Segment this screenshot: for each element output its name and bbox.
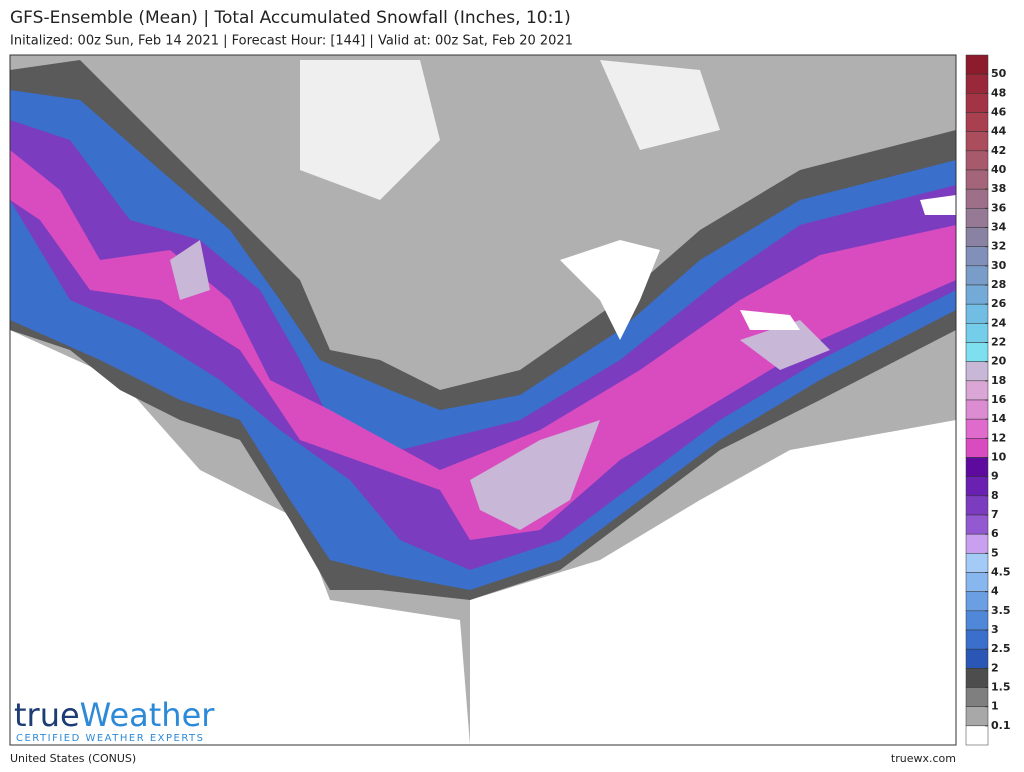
map-frame: [9, 54, 957, 746]
colorbar-swatch: [965, 457, 989, 477]
colorbar-swatch: [965, 495, 989, 516]
colorbar-swatch: [965, 610, 989, 631]
colorbar-label: 44: [991, 125, 1007, 138]
colorbar-label: 14: [991, 412, 1007, 425]
colorbar-swatch: [965, 169, 989, 190]
colorbar-swatch: [965, 514, 989, 535]
no-snow-southeast: [470, 420, 956, 745]
colorbar-label: 4: [991, 585, 999, 598]
colorbar-swatch: [965, 629, 989, 650]
colorbar-swatch: [965, 227, 989, 247]
logo-tagline: CERTIFIED WEATHER EXPERTS: [16, 733, 205, 744]
colorbar-label: 6: [991, 527, 999, 540]
colorbar-label: 12: [991, 431, 1006, 444]
colorbar-label: 50: [991, 67, 1007, 80]
colorbar-label: 4.5: [991, 566, 1011, 579]
colorbar-swatch: [965, 418, 989, 439]
colorbar-swatch: [965, 73, 989, 94]
logo-prefix: true: [14, 696, 80, 734]
colorbar-swatch: [965, 112, 989, 132]
colorbar-label: 38: [991, 182, 1006, 195]
colorbar-label: 46: [991, 106, 1007, 119]
footer-region: United States (CONUS): [10, 752, 136, 765]
map: [10, 55, 956, 745]
colorbar: 5048464442403836343230282624222018161412…: [965, 54, 1011, 746]
colorbar-label: 26: [991, 297, 1007, 310]
colorbar-swatch: [965, 131, 989, 152]
colorbar-label: 42: [991, 144, 1006, 157]
colorbar-label: 16: [991, 393, 1007, 406]
colorbar-swatch: [965, 533, 989, 554]
colorbar-label: 2: [991, 661, 999, 674]
colorbar-label: 9: [991, 470, 999, 483]
title: GFS-Ensemble (Mean) | Total Accumulated …: [10, 8, 571, 28]
colorbar-label: 34: [991, 221, 1007, 234]
colorbar-swatch: [965, 361, 989, 382]
colorbar-swatch: [965, 648, 989, 669]
colorbar-swatch: [965, 476, 989, 497]
colorbar-swatch: [965, 438, 989, 458]
colorbar-label: 20: [991, 355, 1007, 368]
colorbar-label: 5: [991, 546, 999, 559]
colorbar-swatch: [965, 208, 989, 228]
colorbar-swatch: [965, 265, 989, 286]
colorbar-label: 1: [991, 700, 999, 713]
colorbar-label: 2.5: [991, 642, 1011, 655]
colorbar-swatch: [965, 93, 989, 113]
colorbar-swatch: [965, 668, 989, 688]
colorbar-swatch: [965, 323, 989, 343]
colorbar-swatch: [965, 188, 989, 209]
logo-suffix: Weather: [80, 696, 216, 734]
lakes: [560, 195, 956, 340]
colorbar-swatch: [965, 150, 989, 171]
colorbar-label: 48: [991, 86, 1006, 99]
colorbar-label: 22: [991, 336, 1006, 349]
footer-site: truewx.com: [891, 752, 956, 765]
no-snow-north: [300, 60, 720, 200]
colorbar-swatch: [965, 572, 989, 592]
colorbar-swatch: [965, 246, 989, 267]
no-snow-southwest: [10, 330, 470, 745]
colorbar-swatch: [965, 687, 989, 707]
colorbar-swatch: [965, 725, 989, 746]
colorbar-swatch: [965, 284, 989, 305]
colorbar-swatch: [965, 380, 989, 401]
colorbar-label: 7: [991, 508, 999, 521]
colorbar-swatch: [965, 706, 989, 727]
colorbar-label: 24: [991, 316, 1007, 329]
colorbar-label: 1.5: [991, 681, 1011, 694]
colorbar-label: 8: [991, 489, 999, 502]
colorbar-label: 36: [991, 201, 1007, 214]
subtitle: Initalized: 00z Sun, Feb 14 2021 | Forec…: [10, 34, 573, 49]
colorbar-label: 40: [991, 163, 1007, 176]
snow-max: [170, 240, 830, 530]
colorbar-label: 0.1: [991, 719, 1011, 732]
logo: trueWeather: [14, 696, 215, 734]
colorbar-label: 18: [991, 374, 1006, 387]
colorbar-swatch: [965, 399, 989, 420]
colorbar-swatch: [965, 553, 989, 573]
colorbar-swatch: [965, 303, 989, 324]
colorbar-swatch: [965, 591, 989, 612]
colorbar-label: 32: [991, 240, 1006, 253]
colorbar-label: 10: [991, 451, 1007, 464]
colorbar-swatch: [965, 54, 989, 75]
colorbar-label: 30: [991, 259, 1007, 272]
colorbar-swatch: [965, 342, 989, 362]
colorbar-label: 3: [991, 623, 999, 636]
colorbar-label: 3.5: [991, 604, 1011, 617]
colorbar-label: 28: [991, 278, 1006, 291]
